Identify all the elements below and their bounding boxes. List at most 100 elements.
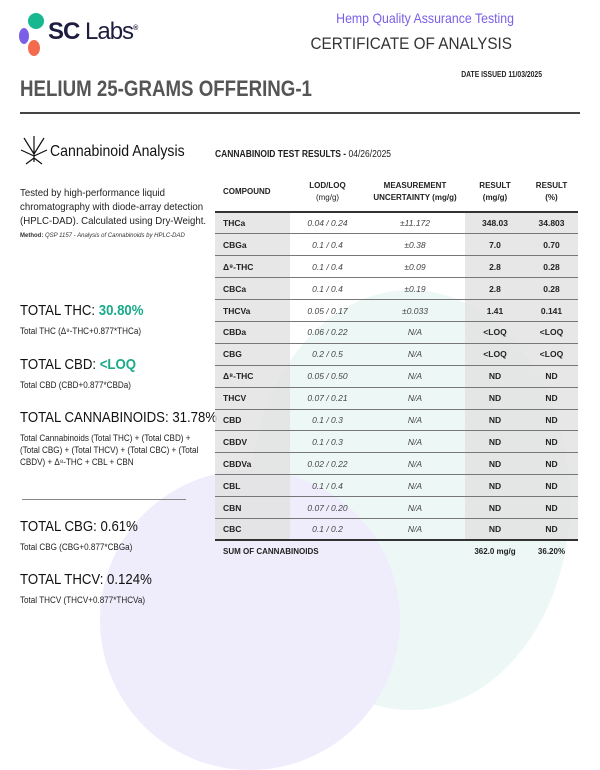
cell-result-pct: ND [525, 452, 578, 476]
cell-lod-loq: 0.05 / 0.50 [290, 365, 365, 388]
cell-result-mg: <LOQ [465, 321, 525, 344]
cell-result-pct: ND [525, 387, 578, 410]
cell-result-mg: 2.8 [465, 255, 525, 279]
cell-uncertainty: N/A [365, 452, 465, 476]
cell-lod-loq: 0.1 / 0.4 [290, 255, 365, 279]
sum-pct: 36.20% [525, 539, 578, 563]
cell-result-pct: ND [525, 474, 578, 498]
cell-lod-loq: 0.07 / 0.21 [290, 387, 365, 410]
cell-compound: CBCa [215, 277, 290, 301]
sum-label: SUM OF CANNABINOIDS [215, 539, 465, 563]
header-divider [20, 112, 580, 114]
cell-result-pct: ND [525, 496, 578, 519]
cell-result-pct: ND [525, 430, 578, 454]
col-uncertainty: MEASUREMENT UNCERTAINTY (mg/g) [365, 172, 465, 213]
total-cbg-formula: Total CBG (CBG+0.877*CBGa) [20, 542, 133, 552]
cell-result-mg: ND [465, 518, 525, 541]
cell-uncertainty: N/A [365, 365, 465, 388]
cell-result-mg: ND [465, 409, 525, 432]
cell-lod-loq: 0.1 / 0.4 [290, 277, 365, 301]
table-row: Δ⁹-THC 0.1 / 0.4 ±0.09 2.8 0.28 [215, 255, 578, 279]
sc-labs-logo-icon [19, 13, 44, 56]
cell-result-pct: 0.28 [525, 255, 578, 279]
cell-result-pct: 0.70 [525, 233, 578, 257]
table-row: CBDVa 0.02 / 0.22 N/A ND ND [215, 452, 578, 476]
table-row: CBC 0.1 / 0.2 N/A ND ND [215, 518, 578, 541]
cell-result-pct: ND [525, 518, 578, 541]
total-thc-formula: Total THC (Δ⁹-THC+0.877*THCa) [20, 326, 142, 336]
sum-row: SUM OF CANNABINOIDS 362.0 mg/g 36.20% [215, 539, 578, 563]
date-issued: DATE ISSUED 11/03/2025 [461, 70, 542, 79]
cell-result-mg: ND [465, 496, 525, 519]
cell-result-mg: ND [465, 474, 525, 498]
table-row: THCa 0.04 / 0.24 ±11.172 348.03 34.803 [215, 212, 578, 235]
cell-compound: Δ⁹-THC [215, 255, 290, 279]
cell-lod-loq: 0.2 / 0.5 [290, 343, 365, 366]
cell-result-mg: 348.03 [465, 212, 525, 235]
cell-lod-loq: 0.1 / 0.4 [290, 233, 365, 257]
cell-uncertainty: ±0.38 [365, 233, 465, 257]
cell-result-pct: ND [525, 365, 578, 388]
cell-uncertainty: N/A [365, 474, 465, 498]
total-cannabinoids: TOTAL CANNABINOIDS: 31.78% [20, 409, 218, 426]
table-row: CBD 0.1 / 0.3 N/A ND ND [215, 409, 578, 432]
method-description: Tested by high-performance liquid chroma… [20, 187, 207, 227]
divider [22, 499, 186, 500]
document-type: CERTIFICATE OF ANALYSIS [310, 34, 512, 53]
col-lod-loq: LOD/LOQ (mg/g) [290, 172, 365, 213]
total-cbg: TOTAL CBG: 0.61% [20, 518, 138, 535]
cell-result-pct: <LOQ [525, 343, 578, 366]
cell-uncertainty: ±0.09 [365, 255, 465, 279]
cell-result-pct: 0.141 [525, 299, 578, 322]
results-table: COMPOUND LOD/LOQ (mg/g) MEASUREMENT UNCERT… [215, 172, 578, 563]
cell-compound: CBD [215, 409, 290, 432]
cell-compound: CBDa [215, 321, 290, 344]
cell-lod-loq: 0.1 / 0.2 [290, 518, 365, 541]
table-row: THCVa 0.05 / 0.17 ±0.033 1.41 0.141 [215, 299, 578, 322]
table-row: CBCa 0.1 / 0.4 ±0.19 2.8 0.28 [215, 277, 578, 301]
cell-lod-loq: 0.07 / 0.20 [290, 496, 365, 519]
table-row: Δ⁸-THC 0.05 / 0.50 N/A ND ND [215, 365, 578, 388]
total-thc: TOTAL THC: 30.80% [20, 302, 144, 319]
cell-compound: CBL [215, 474, 290, 498]
table-row: CBN 0.07 / 0.20 N/A ND ND [215, 496, 578, 519]
cell-uncertainty: N/A [365, 496, 465, 519]
cell-compound: CBDVa [215, 452, 290, 476]
total-cbd-formula: Total CBD (CBD+0.877*CBDa) [20, 380, 131, 390]
cell-uncertainty: N/A [365, 387, 465, 410]
cell-lod-loq: 0.1 / 0.3 [290, 409, 365, 432]
cell-uncertainty: ±0.033 [365, 299, 465, 322]
cell-result-mg: 7.0 [465, 233, 525, 257]
cell-compound: THCV [215, 387, 290, 410]
cell-result-mg: ND [465, 452, 525, 476]
cannabis-leaf-icon [20, 136, 48, 165]
cell-uncertainty: ±0.19 [365, 277, 465, 301]
table-row: THCV 0.07 / 0.21 N/A ND ND [215, 387, 578, 410]
cell-compound: CBC [215, 518, 290, 541]
cell-compound: CBG [215, 343, 290, 366]
cell-lod-loq: 0.1 / 0.4 [290, 474, 365, 498]
cell-result-mg: ND [465, 365, 525, 388]
cell-compound: CBDV [215, 430, 290, 454]
cell-compound: CBN [215, 496, 290, 519]
total-thcv-formula: Total THCV (THCV+0.877*THCVa) [20, 595, 146, 605]
cell-lod-loq: 0.02 / 0.22 [290, 452, 365, 476]
method-reference: Method: QSP 1157 - Analysis of Cannabino… [20, 233, 185, 239]
cell-compound: THCa [215, 212, 290, 235]
cell-lod-loq: 0.05 / 0.17 [290, 299, 365, 322]
cell-compound: THCVa [215, 299, 290, 322]
cell-uncertainty: N/A [365, 321, 465, 344]
table-row: CBL 0.1 / 0.4 N/A ND ND [215, 474, 578, 498]
table-row: CBGa 0.1 / 0.4 ±0.38 7.0 0.70 [215, 233, 578, 257]
cell-uncertainty: N/A [365, 409, 465, 432]
subtitle: Hemp Quality Assurance Testing [336, 10, 514, 26]
cell-lod-loq: 0.1 / 0.3 [290, 430, 365, 454]
section-title: Cannabinoid Analysis [50, 143, 185, 160]
cell-uncertainty: N/A [365, 343, 465, 366]
results-title: CANNABINOID TEST RESULTS - 04/26/2025 [215, 149, 392, 160]
cell-result-pct: <LOQ [525, 321, 578, 344]
col-compound: COMPOUND [215, 172, 290, 213]
cell-uncertainty: N/A [365, 518, 465, 541]
total-cannabinoids-formula: Total Cannabinoids (Total THC) + (Total … [20, 433, 199, 467]
cell-compound: CBGa [215, 233, 290, 257]
